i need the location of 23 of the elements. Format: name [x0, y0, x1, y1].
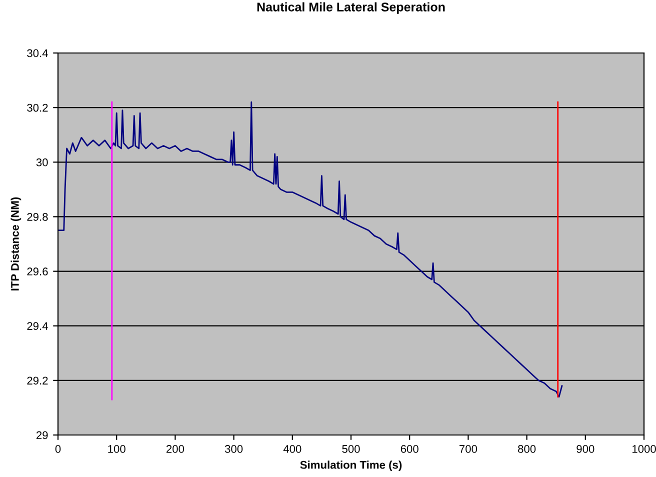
x-tick-label: 400 [283, 445, 302, 453]
y-tick-label: 29.2 [27, 376, 48, 385]
x-tick-label: 500 [342, 445, 360, 453]
x-tick-label: 700 [460, 445, 478, 453]
x-tick-label: 0 [55, 445, 61, 453]
line-series [58, 101, 563, 398]
y-tick-label: 30.2 [27, 104, 48, 112]
y-tick-label: 30.4 [27, 49, 48, 58]
y-axis-title: ITP Distance (NM) [10, 197, 22, 290]
y-tick-label: 29.8 [27, 212, 48, 221]
y-tick-label: 29 [36, 431, 48, 440]
chart-title: Nautical Mile Lateral Seperation [257, 2, 445, 14]
x-tick-label: 1000 [632, 445, 656, 453]
y-tick-label: 30 [36, 158, 48, 166]
x-tick-label: 300 [224, 445, 243, 453]
x-tick-label: 900 [576, 445, 594, 453]
x-tick-label: 100 [108, 445, 126, 453]
y-tick-label: 29.6 [27, 268, 48, 276]
x-tick-label: 800 [518, 445, 536, 453]
y-tick-label: 29.4 [27, 322, 48, 330]
x-tick-label: 600 [400, 445, 418, 453]
x-axis-title: Simulation Time (s) [300, 460, 402, 471]
x-tick-label: 200 [166, 445, 184, 453]
